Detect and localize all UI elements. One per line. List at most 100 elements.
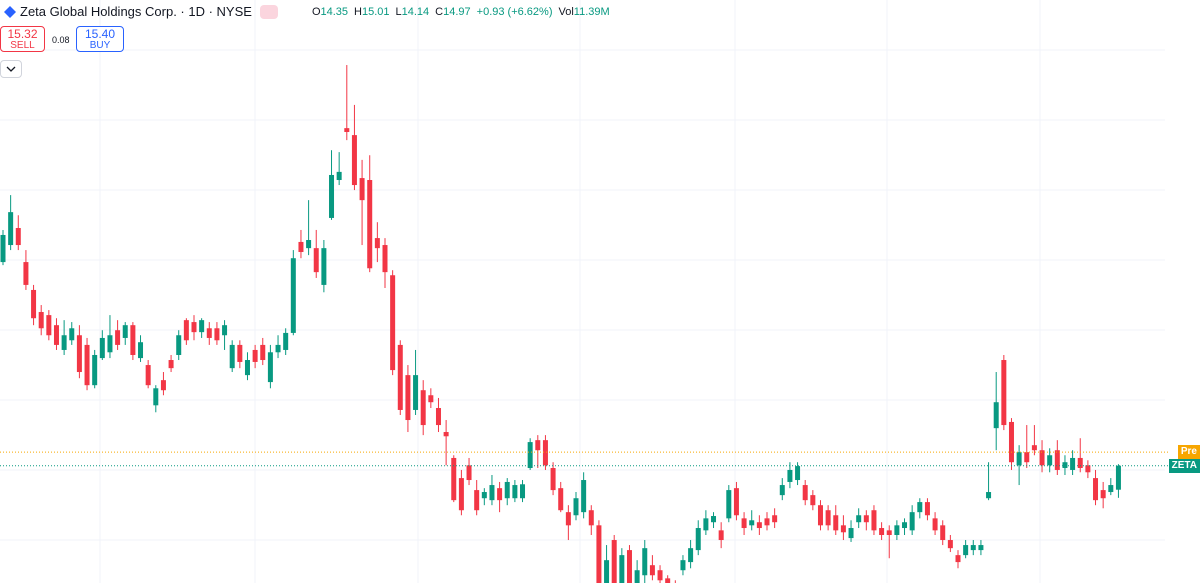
candle-body: [191, 322, 197, 333]
candle-body: [749, 520, 755, 526]
header: Zeta Global Holdings Corp. · 1D · NYSE O…: [4, 4, 610, 19]
candle-body: [1047, 455, 1053, 466]
candle-body: [596, 525, 602, 583]
candle-body: [199, 320, 205, 333]
candle-body: [970, 545, 976, 551]
candle-body: [107, 335, 113, 353]
candle-body: [130, 325, 136, 355]
volume-label: Vol: [558, 5, 574, 18]
candle-body: [779, 485, 785, 496]
candle-body: [879, 528, 885, 535]
candle-body: [321, 248, 327, 285]
candle-body: [932, 518, 938, 531]
candle-body: [902, 522, 908, 529]
candle-body: [122, 325, 128, 338]
candle-body: [695, 528, 701, 551]
candle-body: [1031, 445, 1037, 451]
symbol-title: Zeta Global Holdings Corp. · 1D · NYSE: [20, 4, 252, 19]
candle-body: [1062, 462, 1068, 469]
candle-body: [986, 492, 992, 499]
ohlc-value: 14.14: [401, 5, 430, 18]
candle-body: [405, 375, 411, 421]
sell-button[interactable]: 15.32 SELL: [0, 26, 45, 52]
candle-body: [420, 390, 426, 426]
candle-body: [680, 560, 686, 571]
candle-body: [267, 352, 273, 383]
candle-body: [374, 238, 380, 249]
candle-body: [741, 518, 747, 529]
candle-body: [351, 135, 357, 186]
candle-body: [512, 485, 518, 499]
collapse-button[interactable]: [0, 60, 22, 78]
candle-body: [1024, 452, 1030, 463]
candle-body: [756, 522, 762, 529]
candle-body: [665, 578, 671, 583]
candle-body: [1085, 465, 1091, 473]
candle-body: [764, 518, 770, 526]
candle-body: [733, 488, 739, 516]
candle-body: [489, 485, 495, 501]
candle-body: [894, 525, 900, 535]
candle-body: [726, 490, 732, 519]
volume-value: 11.39M: [573, 5, 610, 18]
candle-body: [31, 289, 37, 319]
candle-body: [535, 440, 541, 451]
candle-body: [497, 488, 503, 501]
candle-body: [275, 344, 281, 353]
candle-body: [940, 525, 946, 541]
candle-body: [978, 545, 984, 551]
buy-label: BUY: [89, 40, 111, 51]
candle-body: [604, 560, 610, 583]
candle-body: [1093, 478, 1099, 501]
candle-body: [329, 174, 335, 218]
candle-body: [840, 525, 846, 533]
candle-body: [909, 512, 915, 531]
candle-body: [1016, 452, 1022, 466]
candle-body: [810, 495, 816, 506]
candle-body: [390, 275, 396, 371]
candle-body: [298, 241, 304, 253]
ohlc-value: 14.35: [320, 5, 349, 18]
candle-body: [527, 442, 533, 469]
candle-body: [397, 344, 403, 410]
candle-body: [237, 344, 243, 362]
candle-body: [481, 492, 487, 499]
ohlc-label: L: [395, 5, 402, 18]
candle-body: [573, 498, 579, 516]
candle-body: [229, 344, 235, 369]
candle-body: [1039, 450, 1045, 466]
candle-body: [260, 344, 266, 361]
candle-body: [657, 570, 663, 581]
candle-body: [1001, 360, 1007, 426]
buy-price: 15.40: [84, 27, 116, 41]
candle-body: [772, 515, 778, 523]
spread: 0.08: [52, 35, 70, 45]
candle-body: [817, 505, 823, 526]
candle-body: [856, 515, 862, 523]
candle-body: [23, 262, 29, 285]
candle-body: [138, 342, 144, 359]
candle-body: [283, 332, 289, 350]
change: +0.93 (+6.62%): [476, 5, 553, 18]
candle-body: [688, 548, 694, 563]
buy-button[interactable]: 15.40 BUY: [76, 26, 124, 52]
candle-body: [886, 530, 892, 535]
candle-body: [848, 528, 854, 539]
candle-body: [955, 555, 961, 563]
candle-body: [963, 545, 969, 556]
candle-body: [802, 485, 808, 501]
candle-body: [550, 468, 556, 491]
status-badge: [259, 4, 278, 19]
sell-price: 15.32: [7, 27, 38, 41]
candle-body: [711, 516, 717, 523]
ohlc-label: O: [311, 5, 321, 18]
candle-body: [863, 515, 869, 523]
candle-body: [565, 512, 571, 526]
ohlc-value: 15.01: [361, 5, 390, 18]
price-tag: ZETA: [1168, 458, 1200, 473]
candle-body: [1008, 421, 1014, 463]
candle-body: [145, 365, 151, 386]
candle-body: [703, 518, 709, 531]
